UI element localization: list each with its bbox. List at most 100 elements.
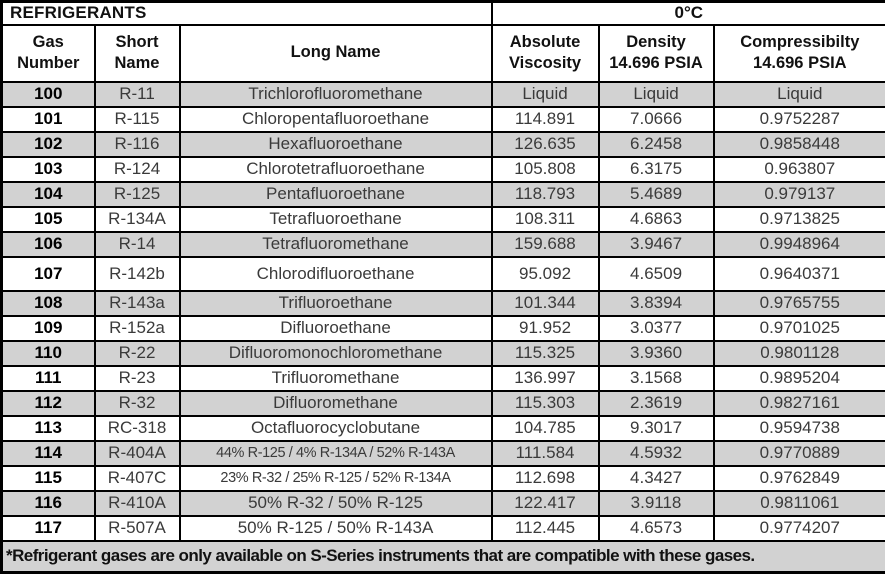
long-name-cell: 50% R-125 / 50% R-143A xyxy=(178,514,493,542)
long-name-cell: Chloropentafluoroethane xyxy=(178,105,493,133)
compressibility-cell: 0.9774207 xyxy=(712,514,885,542)
column-header-line: Compressibilty xyxy=(740,32,860,51)
viscosity-cell: 112.445 xyxy=(490,514,600,542)
short-name-cell: R-152a xyxy=(93,314,181,342)
column-header-line: Short xyxy=(115,32,159,51)
long-name-cell: Tetrafluoroethane xyxy=(178,205,493,233)
short-name-cell: R-14 xyxy=(93,230,181,258)
compressibility-cell: 0.9811061 xyxy=(712,489,885,517)
compressibility-cell: 0.9752287 xyxy=(712,105,885,133)
long-name-cell: 23% R-32 / 25% R-125 / 52% R-134A xyxy=(178,464,493,492)
short-name-cell: R-407C xyxy=(93,464,181,492)
density-cell: 6.2458 xyxy=(597,130,715,158)
short-name-cell: R-507A xyxy=(93,514,181,542)
column-header: Gas Number xyxy=(0,23,96,83)
density-cell: 5.4689 xyxy=(597,180,715,208)
compressibility-cell: 0.9640371 xyxy=(712,255,885,292)
long-name-cell: Pentafluoroethane xyxy=(178,180,493,208)
gas-number-cell: 105 xyxy=(0,205,96,233)
density-cell: 4.6509 xyxy=(597,255,715,292)
short-name-cell: R-142b xyxy=(93,255,181,292)
long-name-cell: Difluoromonochloromethane xyxy=(178,339,493,367)
viscosity-cell: 115.325 xyxy=(490,339,600,367)
density-cell: 4.3427 xyxy=(597,464,715,492)
gas-number-cell: 108 xyxy=(0,289,96,317)
gas-number-cell: 100 xyxy=(0,80,96,108)
footnote-row: *Refrigerant gases are only available on… xyxy=(0,539,885,574)
long-name-cell: Tetrafluoromethane xyxy=(178,230,493,258)
viscosity-cell: 95.092 xyxy=(490,255,600,292)
table-row: 108 R-143a Trifluoroethane 101.344 3.8394 0.9… xyxy=(0,289,885,317)
column-header: Long Name xyxy=(178,23,493,83)
table-row: 113 RC-318 Octafluorocyclobutane 104.785 9.3… xyxy=(0,414,885,442)
density-cell: 4.5932 xyxy=(597,439,715,467)
density-cell: Liquid xyxy=(597,80,715,108)
density-cell: 4.6863 xyxy=(597,205,715,233)
short-name-cell: R-116 xyxy=(93,130,181,158)
short-name-cell: R-115 xyxy=(93,105,181,133)
compressibility-cell: 0.9895204 xyxy=(712,364,885,392)
gas-number-cell: 112 xyxy=(0,389,96,417)
table-row: 117 R-507A 50% R-125 / 50% R-143A 112.445 4.… xyxy=(0,514,885,542)
long-name-cell: Difluoromethane xyxy=(178,389,493,417)
viscosity-cell: 111.584 xyxy=(490,439,600,467)
column-header-line: 14.696 PSIA xyxy=(753,54,847,72)
gas-number-cell: 113 xyxy=(0,414,96,442)
table-row: 104 R-125 Pentafluoroethane 118.793 5.4689 0.… xyxy=(0,180,885,208)
table-row: 109 R-152a Difluoroethane 91.952 3.0377 0.970… xyxy=(0,314,885,342)
table-row: 107 R-142b Chlorodifluoroethane 95.092 4.650… xyxy=(0,255,885,292)
column-header-line: Gas xyxy=(32,32,64,51)
density-cell: 4.6573 xyxy=(597,514,715,542)
short-name-cell: R-124 xyxy=(93,155,181,183)
long-name-cell: 50% R-32 / 50% R-125 xyxy=(178,489,493,517)
viscosity-cell: 105.808 xyxy=(490,155,600,183)
density-cell: 3.8394 xyxy=(597,289,715,317)
table-row: 106 R-14 Tetrafluoromethane 159.688 3.9467 0.… xyxy=(0,230,885,258)
table-row: 110 R-22 Difluoromonochloromethane 115.325 3… xyxy=(0,339,885,367)
column-header-line: Viscosity xyxy=(508,54,582,72)
viscosity-cell: 108.311 xyxy=(490,205,600,233)
long-name-cell: Trichlorofluoromethane xyxy=(178,80,493,108)
gas-number-cell: 102 xyxy=(0,130,96,158)
viscosity-cell: 115.303 xyxy=(490,389,600,417)
long-name-cell: Trifluoroethane xyxy=(178,289,493,317)
density-cell: 9.3017 xyxy=(597,414,715,442)
compressibility-cell: 0.9948964 xyxy=(712,230,885,258)
density-cell: 2.3619 xyxy=(597,389,715,417)
short-name-cell: R-22 xyxy=(93,339,181,367)
short-name-cell: R-11 xyxy=(93,80,181,108)
column-header: Density 14.696 PSIA xyxy=(597,23,715,83)
column-header-line: Absolute xyxy=(509,32,581,51)
compressibility-cell: 0.963807 xyxy=(712,155,885,183)
long-name-cell: Chlorotetrafluoroethane xyxy=(178,155,493,183)
table-row: 112 R-32 Difluoromethane 115.303 2.3619 0.982… xyxy=(0,389,885,417)
column-header-line: Density xyxy=(626,32,686,51)
table-row: 101 R-115 Chloropentafluoroethane 114.891 7.… xyxy=(0,105,885,133)
column-header-line: Number xyxy=(17,54,80,72)
short-name-cell: R-32 xyxy=(93,389,181,417)
long-name-cell: Difluoroethane xyxy=(178,314,493,342)
table-row: 103 R-124 Chlorotetrafluoroethane 105.808 6.… xyxy=(0,155,885,183)
table-title: REFRIGERANTS xyxy=(0,0,493,26)
short-name-cell: R-125 xyxy=(93,180,181,208)
footnote-text: *Refrigerant gases are only available on… xyxy=(0,539,885,574)
gas-number-cell: 114 xyxy=(0,439,96,467)
viscosity-cell: 101.344 xyxy=(490,289,600,317)
density-cell: 7.0666 xyxy=(597,105,715,133)
table-row: 116 R-410A 50% R-32 / 50% R-125 122.417 3.91… xyxy=(0,489,885,517)
table-row: 102 R-116 Hexafluoroethane 126.635 6.2458 0.9… xyxy=(0,130,885,158)
compressibility-cell: 0.9801128 xyxy=(712,339,885,367)
column-header: Compressibilty 14.696 PSIA xyxy=(712,23,885,83)
gas-number-cell: 111 xyxy=(0,364,96,392)
compressibility-cell: 0.9770889 xyxy=(712,439,885,467)
viscosity-cell: 112.698 xyxy=(490,464,600,492)
compressibility-cell: 0.9762849 xyxy=(712,464,885,492)
long-name-cell: Octafluorocyclobutane xyxy=(178,414,493,442)
viscosity-cell: 136.997 xyxy=(490,364,600,392)
compressibility-cell: Liquid xyxy=(712,80,885,108)
viscosity-cell: 114.891 xyxy=(490,105,600,133)
compressibility-cell: 0.979137 xyxy=(712,180,885,208)
table-row: 105 R-134A Tetrafluoroethane 108.311 4.6863 0… xyxy=(0,205,885,233)
gas-number-cell: 104 xyxy=(0,180,96,208)
